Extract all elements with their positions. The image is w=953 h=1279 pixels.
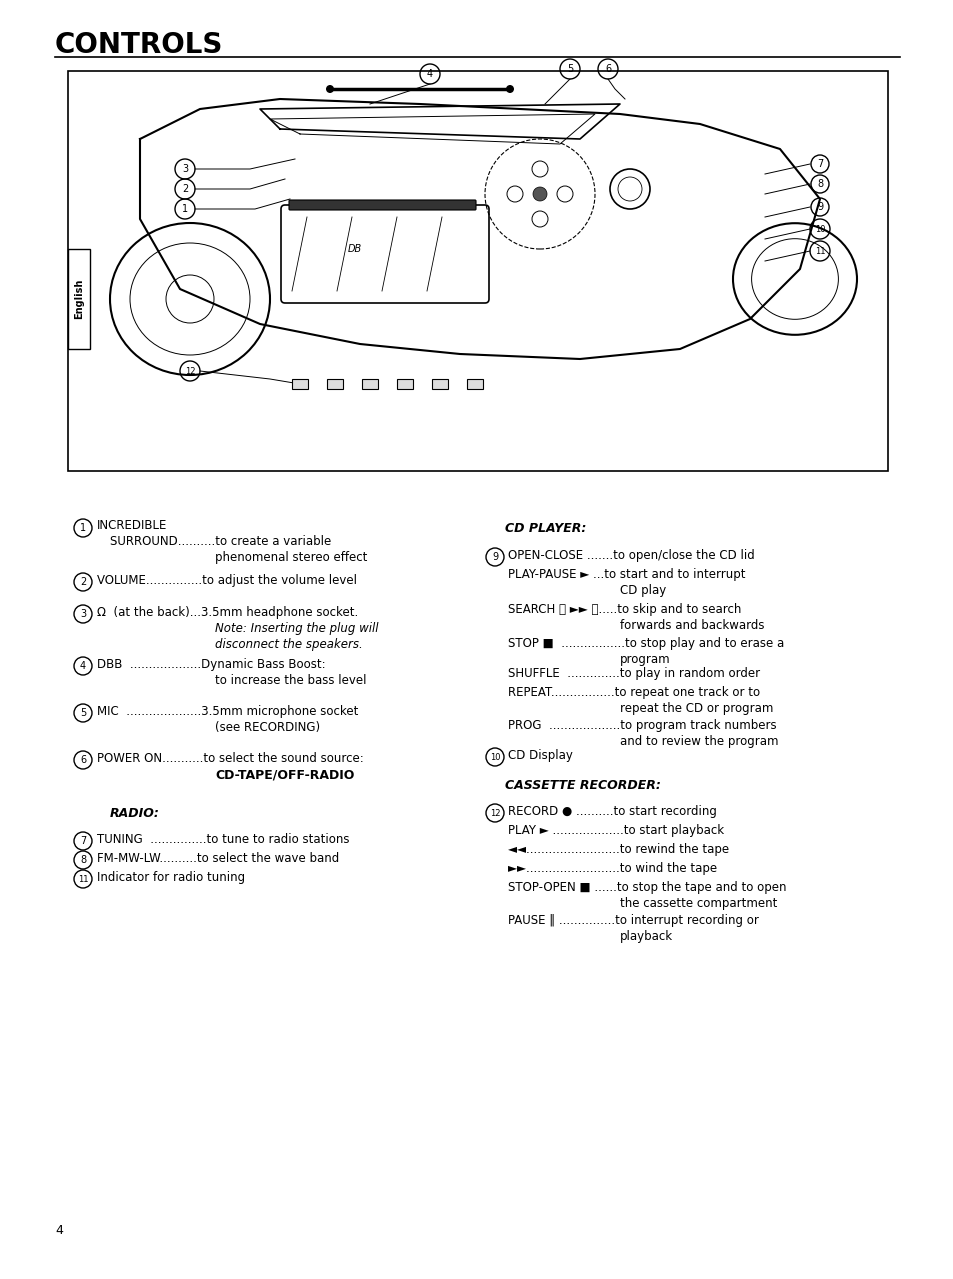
Text: CD Display: CD Display	[507, 749, 572, 762]
Circle shape	[326, 84, 334, 93]
Text: 4: 4	[427, 69, 433, 79]
Text: STOP ■  .................to stop play and to erase a: STOP ■ .................to stop play and…	[507, 637, 783, 650]
Text: and to review the program: and to review the program	[619, 735, 778, 748]
Text: TUNING  ...............to tune to radio stations: TUNING ...............to tune to radio s…	[97, 833, 349, 845]
Text: repeat the CD or program: repeat the CD or program	[619, 702, 773, 715]
Text: (see RECORDING): (see RECORDING)	[214, 721, 320, 734]
Text: 12: 12	[489, 808, 499, 817]
Text: RADIO:: RADIO:	[110, 807, 160, 820]
Text: 1: 1	[182, 203, 188, 214]
Text: REPEAT.................to repeat one track or to: REPEAT.................to repeat one tra…	[507, 686, 760, 700]
Text: STOP-OPEN ■ ......to stop the tape and to open: STOP-OPEN ■ ......to stop the tape and t…	[507, 881, 785, 894]
Text: 2: 2	[182, 184, 188, 194]
Text: forwards and backwards: forwards and backwards	[619, 619, 763, 632]
Text: 9: 9	[816, 202, 822, 212]
Text: English: English	[74, 279, 84, 320]
FancyBboxPatch shape	[281, 205, 489, 303]
Text: 2: 2	[80, 577, 86, 587]
Text: 10: 10	[814, 225, 824, 234]
Text: 8: 8	[816, 179, 822, 189]
Bar	[68, 249, 90, 349]
Text: CD-TAPE/OFF-RADIO: CD-TAPE/OFF-RADIO	[214, 767, 354, 781]
Text: program: program	[619, 654, 670, 666]
FancyBboxPatch shape	[289, 200, 476, 210]
Text: DBB  ...................Dynamic Bass Boost:: DBB ...................Dynamic Bass Boos…	[97, 657, 325, 671]
Text: RECORD ● ..........to start recording: RECORD ● ..........to start recording	[507, 804, 716, 819]
Circle shape	[533, 187, 546, 201]
Text: 6: 6	[80, 755, 86, 765]
Text: VOLUME...............to adjust the volume level: VOLUME...............to adjust the volum…	[97, 574, 356, 587]
Text: CONTROLS: CONTROLS	[55, 31, 223, 59]
Text: Indicator for radio tuning: Indicator for radio tuning	[97, 871, 245, 884]
Text: 10: 10	[489, 752, 499, 761]
Text: PLAY ► ...................to start playback: PLAY ► ...................to start playb…	[507, 824, 723, 836]
Text: disconnect the speakers.: disconnect the speakers.	[214, 638, 362, 651]
Text: 4: 4	[80, 661, 86, 671]
Text: SHUFFLE  ..............to play in random order: SHUFFLE ..............to play in random …	[507, 668, 760, 680]
Text: PLAY-PAUSE ► ...to start and to interrupt: PLAY-PAUSE ► ...to start and to interrup…	[507, 568, 744, 581]
Text: 7: 7	[816, 159, 822, 169]
Text: SEARCH ⏮ ►► ⏯.....to skip and to search: SEARCH ⏮ ►► ⏯.....to skip and to search	[507, 602, 740, 616]
Bar	[432, 379, 448, 389]
Text: 3: 3	[182, 164, 188, 174]
Text: OPEN-CLOSE .......to open/close the CD lid: OPEN-CLOSE .......to open/close the CD l…	[507, 549, 754, 561]
Text: FM-MW-LW..........to select the wave band: FM-MW-LW..........to select the wave ban…	[97, 852, 339, 865]
Text: DB: DB	[348, 244, 362, 255]
Text: 6: 6	[604, 64, 611, 74]
Text: 3: 3	[80, 609, 86, 619]
Text: 5: 5	[80, 709, 86, 718]
Text: 12: 12	[185, 367, 195, 376]
Text: 11: 11	[814, 247, 824, 256]
Text: SURROUND..........to create a variable: SURROUND..........to create a variable	[110, 535, 331, 547]
Text: PAUSE ‖ ...............to interrupt recording or: PAUSE ‖ ...............to interrupt reco…	[507, 914, 758, 927]
Text: CD PLAYER:: CD PLAYER:	[504, 522, 586, 535]
Text: POWER ON...........to select the sound source:: POWER ON...........to select the sound s…	[97, 752, 363, 765]
Bar	[396, 379, 413, 389]
Text: CASSETTE RECORDER:: CASSETTE RECORDER:	[504, 779, 660, 792]
Text: 7: 7	[80, 836, 86, 845]
Bar	[292, 379, 308, 389]
Text: 8: 8	[80, 854, 86, 865]
Text: 11: 11	[77, 875, 89, 884]
Text: MIC  ....................3.5mm microphone socket: MIC ....................3.5mm microphone…	[97, 705, 358, 718]
Text: ◄◄.........................to rewind the tape: ◄◄.........................to rewind the…	[507, 843, 728, 856]
Text: 9: 9	[492, 553, 497, 561]
Text: INCREDIBLE: INCREDIBLE	[97, 519, 167, 532]
Text: playback: playback	[619, 930, 673, 943]
Text: Ω  (at the back)...3.5mm headphone socket.: Ω (at the back)...3.5mm headphone socket…	[97, 606, 358, 619]
Text: 5: 5	[566, 64, 573, 74]
Bar	[361, 379, 377, 389]
Bar	[467, 379, 482, 389]
Text: Note: Inserting the plug will: Note: Inserting the plug will	[214, 622, 378, 634]
Text: 4: 4	[55, 1224, 63, 1237]
Text: ►►.........................to wind the tape: ►►.........................to wind the t…	[507, 862, 717, 875]
Bar	[68, 72, 887, 471]
Circle shape	[505, 84, 514, 93]
Text: the cassette compartment: the cassette compartment	[619, 897, 777, 909]
Bar	[327, 379, 343, 389]
Text: 1: 1	[80, 523, 86, 533]
Text: PROG  ...................to program track numbers: PROG ...................to program track…	[507, 719, 776, 732]
Text: to increase the bass level: to increase the bass level	[214, 674, 366, 687]
Text: phenomenal stereo effect: phenomenal stereo effect	[214, 551, 367, 564]
Text: CD play: CD play	[619, 585, 665, 597]
